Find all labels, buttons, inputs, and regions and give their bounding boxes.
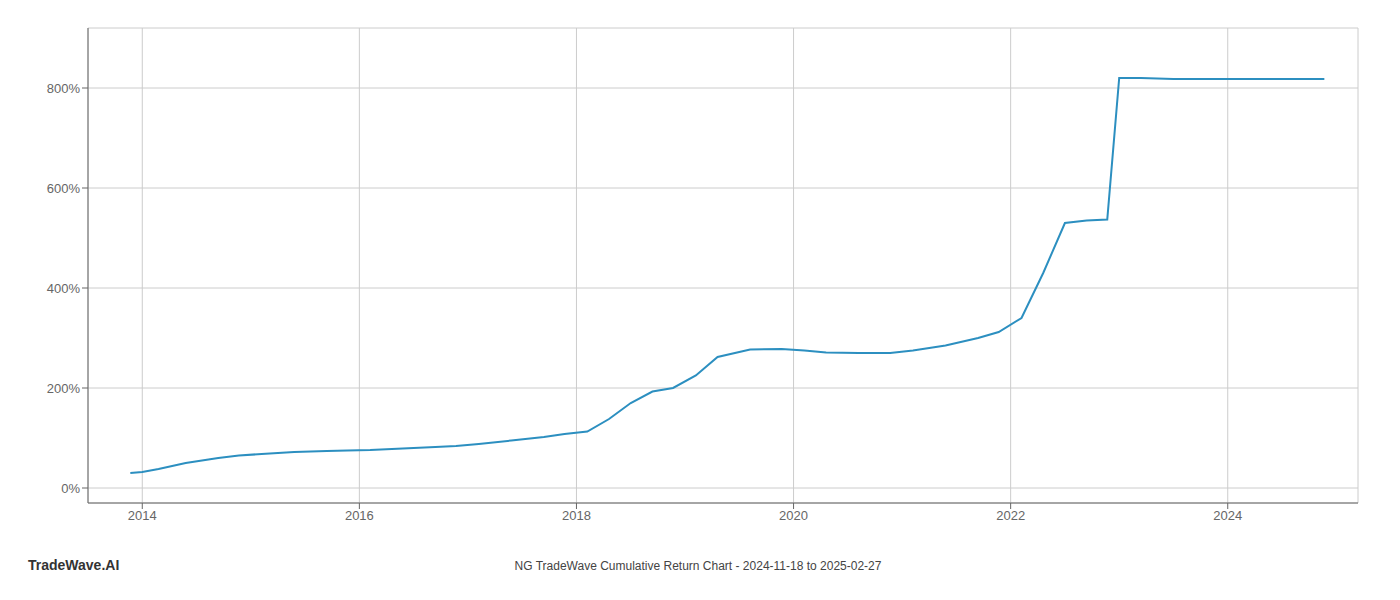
svg-text:400%: 400%: [47, 281, 81, 296]
svg-text:2016: 2016: [345, 508, 374, 523]
svg-text:2018: 2018: [562, 508, 591, 523]
svg-text:2022: 2022: [996, 508, 1025, 523]
svg-text:2020: 2020: [779, 508, 808, 523]
svg-text:200%: 200%: [47, 381, 81, 396]
svg-text:0%: 0%: [61, 481, 80, 496]
html-text:TradeWave.AI: TradeWave.AI: [28, 557, 120, 573]
svg-text:2024: 2024: [1213, 508, 1242, 523]
svg-text:800%: 800%: [47, 81, 81, 96]
html-text:NG TradeWave Cumulative Return: NG TradeWave Cumulative Return Chart - 2…: [514, 559, 882, 573]
svg-text:600%: 600%: [47, 181, 81, 196]
svg-text:2014: 2014: [128, 508, 157, 523]
